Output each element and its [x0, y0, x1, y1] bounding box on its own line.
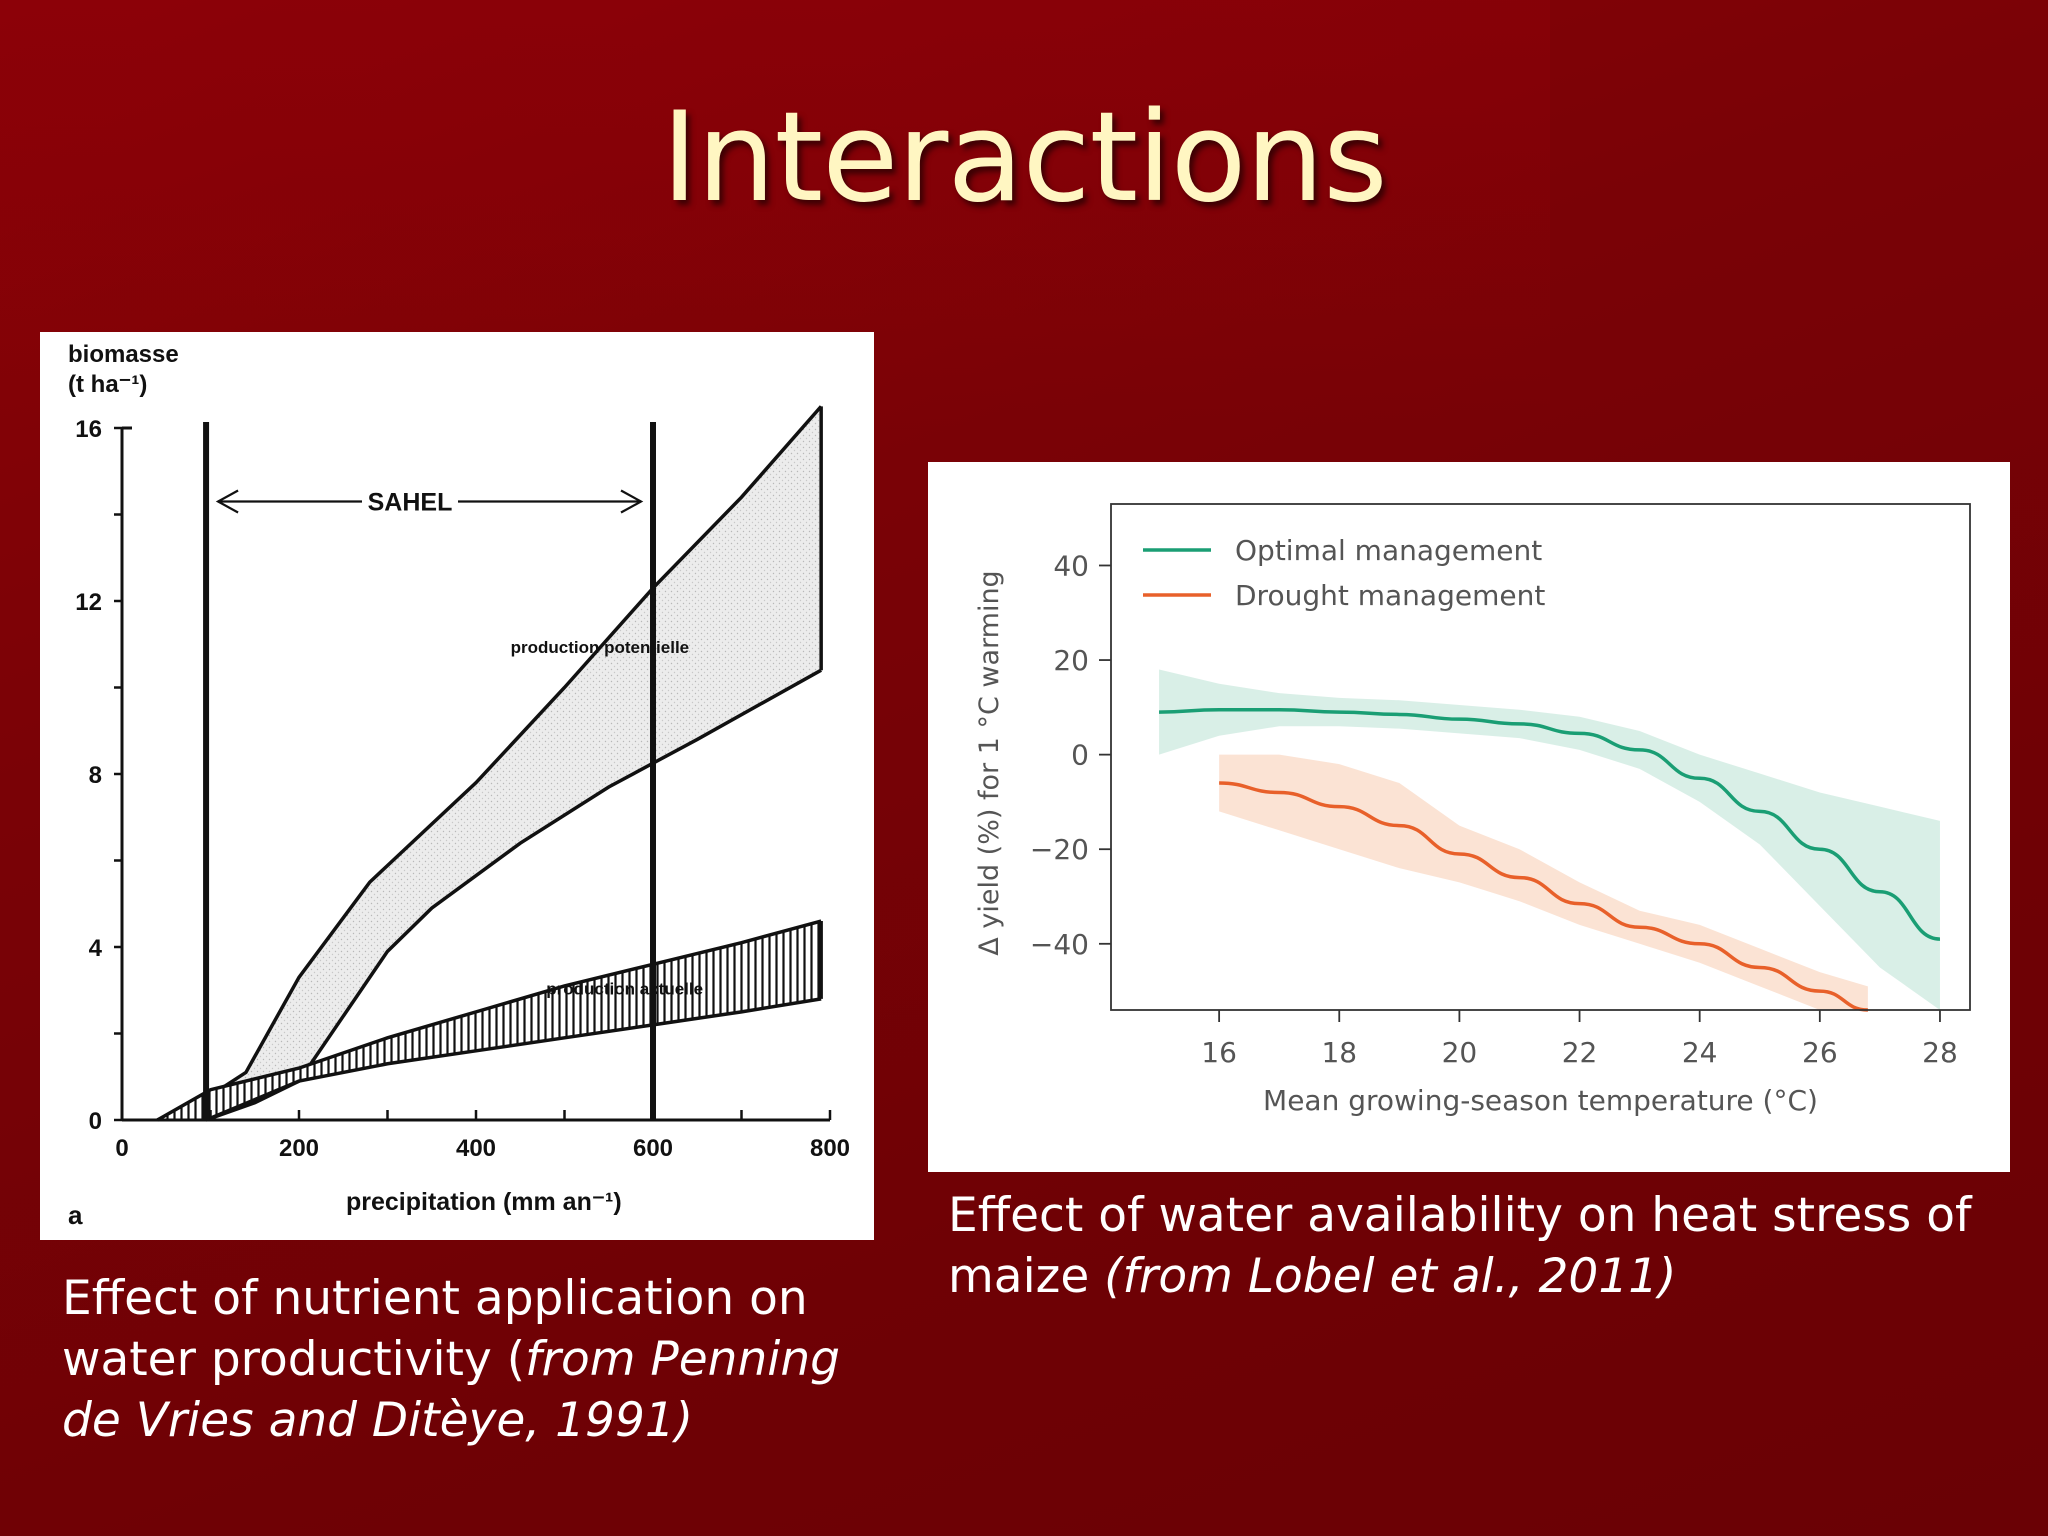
- biomass-x-tick-label: 200: [279, 1135, 319, 1162]
- legend-drought-label: Drought management: [1235, 579, 1545, 612]
- sahel-arrow-right-head: [620, 489, 644, 514]
- yield-plot-frame: [1110, 503, 1971, 1011]
- drought-management-line: [1219, 781, 1868, 1012]
- biomass-x-tick-label: 800: [810, 1135, 850, 1162]
- caption-left: Effect of nutrient application on water …: [62, 1268, 882, 1451]
- biomass-y-tick-label: 8: [89, 762, 102, 789]
- actual-upper-line: [156, 919, 822, 1122]
- drought-confidence-band: [1219, 754, 1868, 1010]
- yield-x-tick-label: 20: [1442, 1036, 1478, 1069]
- biomass-ylabel-line2: (t ha⁻¹): [68, 371, 147, 398]
- biomass-y-tick-label: 4: [89, 935, 103, 962]
- yield-y-tick-label: 40: [1053, 549, 1089, 582]
- biomass-xlabel: precipitation (mm an⁻¹): [346, 1188, 622, 1216]
- chart-yield-panel: 16 18 20 22 24 26 28 40 20 0 −20 −40 Optimal manage…: [928, 462, 2010, 1172]
- caption-left-line2-italic: from Penning: [525, 1332, 840, 1387]
- yield-y-tick-label: 20: [1053, 644, 1089, 677]
- sahel-arrow-left-head: [215, 489, 239, 514]
- sahel-annotation: SAHEL: [368, 489, 453, 517]
- yield-ylabel: Δ yield (%) for 1 °C warming: [974, 570, 1005, 955]
- yield-x-tick-label: 24: [1682, 1036, 1718, 1069]
- biomass-x-tick-label: 400: [456, 1135, 496, 1162]
- caption-left-line3: de Vries and Ditèye, 1991): [62, 1393, 694, 1448]
- yield-x-tick-label: 26: [1802, 1036, 1838, 1069]
- caption-right-line2-italic: (from Lobel et al., 2011): [1104, 1249, 1677, 1304]
- yield-x-tick-label: 16: [1201, 1036, 1237, 1069]
- biomass-y-tick-label: 0: [89, 1108, 102, 1135]
- caption-right-line2: maize: [948, 1249, 1105, 1304]
- actual-production-area: [157, 921, 822, 1120]
- yield-y-tick-label: −40: [1030, 928, 1089, 961]
- optimal-management-line: [1159, 707, 1941, 941]
- caption-right: Effect of water availability on heat str…: [948, 1185, 2008, 1307]
- yield-y-tick-label: −20: [1030, 833, 1089, 866]
- yield-xlabel: Mean growing-season temperature (°C): [1263, 1084, 1818, 1117]
- yield-x-tick-label: 28: [1922, 1036, 1958, 1069]
- yield-x-tick-label: 18: [1321, 1036, 1357, 1069]
- chart-yield: 16 18 20 22 24 26 28 40 20 0 −20 −40 Optimal manage…: [974, 503, 1971, 1117]
- label-production-actuelle: production actuelle: [546, 980, 703, 999]
- yield-y-tick-label: 0: [1071, 739, 1089, 772]
- biomass-x-tick-label: 0: [115, 1135, 128, 1162]
- yield-x-tick-label: 22: [1562, 1036, 1598, 1069]
- biomass-x-tick-label: 600: [633, 1135, 673, 1162]
- biomass-ylabel-line1: biomasse: [68, 341, 179, 368]
- caption-left-line1: Effect of nutrient application on: [62, 1271, 808, 1326]
- biomass-panel-label: a: [68, 1200, 83, 1230]
- actual-lower-line: [205, 997, 822, 1122]
- caption-left-line2: water productivity (: [62, 1332, 526, 1387]
- label-production-potentielle: production potentielle: [511, 638, 690, 657]
- optimal-confidence-band: [1159, 669, 1940, 1010]
- caption-right-line1: Effect of water availability on heat str…: [948, 1188, 1972, 1243]
- legend-optimal-label: Optimal management: [1235, 534, 1542, 567]
- chart-biomass: production potentielle production actuell…: [68, 341, 850, 1230]
- slide-title: Interactions: [661, 86, 1387, 230]
- chart-biomass-panel: production potentielle production actuell…: [40, 332, 874, 1240]
- biomass-y-tick-label: 16: [75, 416, 102, 443]
- biomass-y-tick-label: 12: [75, 589, 102, 616]
